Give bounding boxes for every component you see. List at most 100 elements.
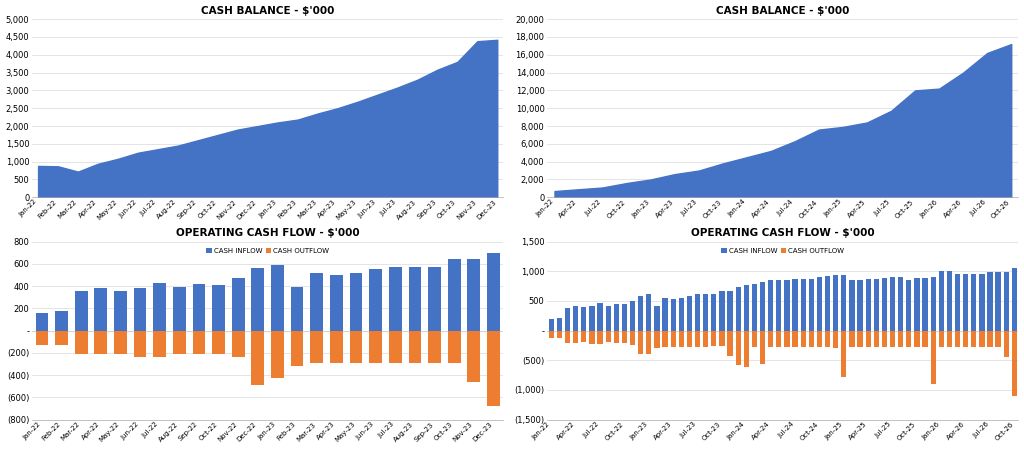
Bar	[954, 330, 961, 347]
Bar	[873, 279, 879, 330]
Bar	[849, 330, 855, 347]
Bar	[582, 308, 587, 330]
Bar	[1012, 268, 1017, 330]
Bar	[389, 330, 401, 363]
Bar	[979, 330, 984, 347]
Bar	[193, 330, 206, 354]
Bar	[114, 291, 127, 330]
Bar	[613, 304, 618, 330]
Bar	[817, 330, 822, 347]
Bar	[931, 277, 936, 330]
Bar	[971, 274, 977, 330]
Bar	[954, 274, 961, 330]
Title: CASH BALANCE - $'000: CASH BALANCE - $'000	[716, 5, 850, 16]
Bar	[890, 330, 895, 347]
Bar	[428, 267, 441, 330]
Bar	[784, 280, 790, 330]
Bar	[613, 330, 618, 343]
Bar	[841, 275, 847, 330]
Bar	[963, 274, 969, 330]
Bar	[931, 330, 936, 384]
Title: OPERATING CASH FLOW - $'000: OPERATING CASH FLOW - $'000	[176, 228, 359, 238]
Bar	[987, 330, 992, 347]
Bar	[447, 330, 461, 363]
Bar	[605, 306, 611, 330]
Bar	[793, 279, 798, 330]
Bar	[963, 330, 969, 347]
Bar	[906, 330, 911, 347]
Bar	[389, 267, 401, 330]
Bar	[134, 288, 146, 330]
Bar	[947, 271, 952, 330]
Bar	[727, 291, 733, 330]
Bar	[947, 330, 952, 347]
Bar	[719, 291, 725, 330]
Bar	[801, 279, 806, 330]
Bar	[565, 330, 570, 343]
Bar	[743, 330, 749, 367]
Bar	[752, 284, 757, 330]
Bar	[768, 330, 773, 347]
Bar	[549, 330, 554, 339]
Bar	[557, 330, 562, 339]
Bar	[793, 330, 798, 347]
Bar	[809, 279, 814, 330]
Bar	[330, 330, 343, 363]
Bar	[605, 330, 611, 343]
Bar	[154, 283, 166, 330]
Bar	[873, 330, 879, 347]
Bar	[549, 319, 554, 330]
Bar	[409, 330, 421, 363]
Bar	[727, 330, 733, 356]
Bar	[752, 330, 757, 347]
Bar	[703, 330, 709, 347]
Bar	[906, 280, 911, 330]
Bar	[987, 273, 992, 330]
Bar	[310, 273, 324, 330]
Bar	[212, 330, 225, 354]
Bar	[760, 282, 765, 330]
Bar	[557, 317, 562, 330]
Bar	[898, 277, 903, 330]
Bar	[646, 330, 651, 354]
Bar	[467, 260, 480, 330]
Bar	[447, 260, 461, 330]
Bar	[597, 330, 603, 344]
Title: CASH BALANCE - $'000: CASH BALANCE - $'000	[201, 5, 335, 16]
Bar	[231, 330, 245, 357]
Bar	[735, 286, 740, 330]
Bar	[857, 280, 862, 330]
Bar	[995, 330, 1000, 347]
Bar	[654, 306, 659, 330]
Bar	[687, 330, 692, 347]
Bar	[573, 306, 579, 330]
Bar	[291, 287, 303, 330]
Bar	[923, 278, 928, 330]
Bar	[55, 311, 68, 330]
Bar	[695, 295, 700, 330]
Bar	[409, 267, 421, 330]
Bar	[865, 279, 870, 330]
Bar	[914, 278, 920, 330]
Bar	[679, 298, 684, 330]
Bar	[760, 330, 765, 364]
Bar	[589, 306, 595, 330]
Bar	[841, 330, 847, 377]
Bar	[154, 330, 166, 357]
Bar	[94, 330, 108, 354]
Bar	[882, 330, 887, 347]
Bar	[768, 280, 773, 330]
Bar	[939, 271, 944, 330]
Bar	[743, 286, 749, 330]
Bar	[801, 330, 806, 347]
Bar	[679, 330, 684, 347]
Bar	[890, 277, 895, 330]
Bar	[833, 275, 839, 330]
Bar	[776, 280, 781, 330]
Bar	[330, 275, 343, 330]
Bar	[663, 298, 668, 330]
Bar	[1004, 330, 1009, 357]
Bar	[914, 330, 920, 347]
Bar	[865, 330, 870, 347]
Bar	[784, 330, 790, 347]
